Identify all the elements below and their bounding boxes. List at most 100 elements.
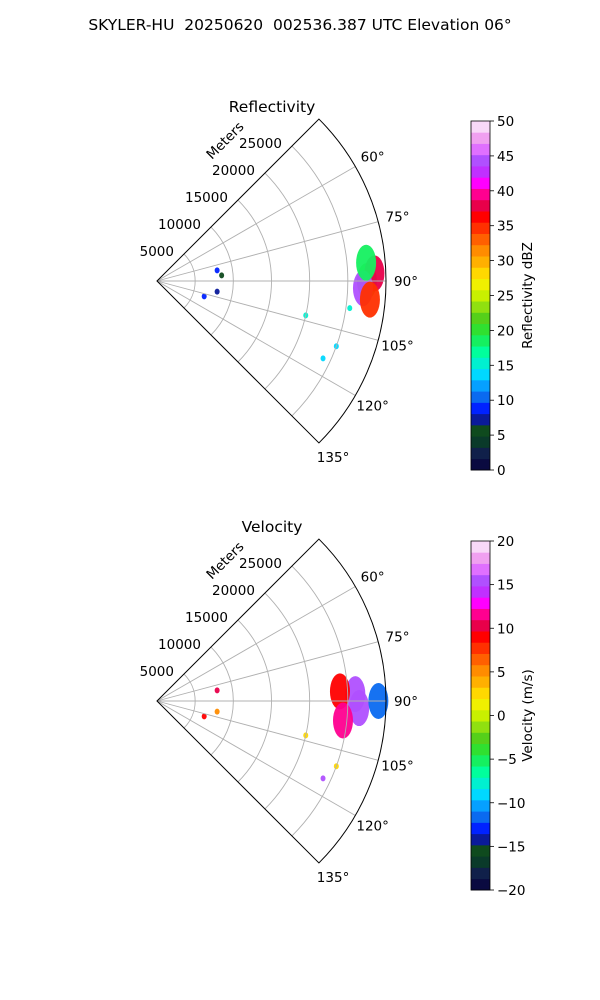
colorbar-segment bbox=[471, 334, 490, 347]
colorbar-segment bbox=[471, 856, 490, 868]
figure-title: SKYLER-HU 20250620 002536.387 UTC Elevat… bbox=[88, 16, 512, 34]
azimuth-tick-label: 135° bbox=[317, 450, 350, 466]
radar-panel-reflectivity: 60° 75° 90° 105° 120° 135° 5000 10000 15000 20000… bbox=[140, 98, 536, 479]
azimuth-gridline bbox=[156, 700, 379, 761]
colorbar-tick-label: 20 bbox=[497, 323, 514, 339]
colorbar-segment bbox=[471, 368, 490, 381]
radial-tick-label: 15000 bbox=[185, 610, 228, 626]
colorbar-segment bbox=[471, 312, 490, 325]
echo-cell bbox=[320, 775, 326, 782]
echo-cell bbox=[214, 267, 220, 274]
radar-panel-velocity: 60° 75° 90° 105° 120° 135° 5000 10000 15000 20000… bbox=[140, 518, 536, 899]
colorbar-segment bbox=[471, 177, 490, 189]
azimuth-tick-label: 105° bbox=[381, 338, 414, 354]
colorbar-segment bbox=[471, 402, 490, 415]
colorbar-segment bbox=[471, 811, 490, 823]
colorbar-segment bbox=[471, 154, 490, 167]
azimuth-tick-label: 60° bbox=[361, 150, 385, 166]
colorbar-tick-label: 0 bbox=[497, 463, 506, 479]
radial-tick-label: 5000 bbox=[140, 244, 174, 260]
colorbar-tick-label: 0 bbox=[497, 709, 506, 725]
azimuth-tick-label: 90° bbox=[394, 274, 418, 290]
azimuth-gridline bbox=[156, 280, 379, 341]
echo-cell bbox=[214, 687, 220, 694]
azimuth-tick-label: 60° bbox=[361, 570, 385, 586]
colorbar-segment bbox=[471, 199, 490, 212]
echo-cell bbox=[320, 355, 326, 362]
echo-cell bbox=[201, 713, 207, 720]
colorbar-segment bbox=[471, 379, 490, 392]
colorbar-segment bbox=[471, 458, 490, 471]
colorbar-segment bbox=[471, 664, 490, 677]
colorbar-segment bbox=[471, 709, 490, 722]
colorbar-segment bbox=[471, 721, 490, 733]
azimuth-gridline bbox=[156, 641, 379, 702]
radial-tick-label: 10000 bbox=[158, 217, 201, 233]
azimuth-gridline bbox=[156, 166, 356, 282]
echo-cell bbox=[356, 244, 377, 281]
colorbar-tick-label: 10 bbox=[497, 393, 514, 409]
azimuth-tick-label: 105° bbox=[381, 758, 414, 774]
colorbar-segment bbox=[471, 878, 490, 891]
colorbar-tick-label: 20 bbox=[497, 534, 514, 550]
colorbar-segment bbox=[471, 619, 490, 632]
colorbar-segment bbox=[471, 788, 490, 801]
radial-tick-label: 15000 bbox=[185, 190, 228, 206]
colorbar-segment bbox=[471, 698, 490, 711]
colorbar-segment bbox=[471, 597, 490, 609]
azimuth-gridline bbox=[156, 280, 356, 396]
echo-cell bbox=[332, 702, 353, 739]
azimuth-gridline bbox=[156, 700, 356, 816]
colorbar-segment bbox=[471, 244, 490, 257]
echo-cell bbox=[329, 673, 350, 710]
colorbar-segment bbox=[471, 822, 490, 835]
echo-cell bbox=[219, 272, 225, 279]
echo-cell bbox=[359, 281, 380, 318]
radial-tick-label: 20000 bbox=[212, 163, 255, 179]
colorbar-tick-label: 10 bbox=[497, 621, 514, 637]
azimuth-tick-label: 75° bbox=[386, 630, 410, 646]
colorbar-segment bbox=[471, 631, 490, 643]
colorbar-tick-label: 35 bbox=[497, 219, 514, 235]
azimuth-tick-label: 90° bbox=[394, 694, 418, 710]
echo-cell bbox=[347, 305, 353, 312]
colorbar-segment bbox=[471, 424, 490, 437]
colorbar-tick-label: 15 bbox=[497, 578, 514, 594]
azimuth-tick-label: 120° bbox=[356, 819, 389, 835]
radial-tick-label: 5000 bbox=[140, 664, 174, 680]
radial-tick-label: 25000 bbox=[239, 556, 282, 572]
echo-cell bbox=[214, 288, 220, 295]
colorbar-segment bbox=[471, 552, 490, 564]
colorbar-segment bbox=[471, 586, 490, 598]
colorbar-segment bbox=[471, 121, 490, 133]
colorbar-segment bbox=[471, 289, 490, 302]
colorbar-segment bbox=[471, 541, 490, 553]
colorbar-segment bbox=[471, 777, 490, 790]
panel-title: Velocity bbox=[242, 518, 303, 536]
azimuth-tick-label: 135° bbox=[317, 870, 350, 886]
colorbar-segment bbox=[471, 867, 490, 880]
colorbar-segment bbox=[471, 357, 490, 370]
colorbar-tick-label: 5 bbox=[497, 428, 506, 444]
sector-border bbox=[156, 118, 387, 444]
colorbar-tick-label: 5 bbox=[497, 665, 506, 681]
colorbar-segment bbox=[471, 676, 490, 688]
colorbar-segment bbox=[471, 799, 490, 812]
colorbar-tick-label: 40 bbox=[497, 184, 514, 200]
echo-cell bbox=[201, 293, 207, 300]
panel-title: Reflectivity bbox=[229, 98, 316, 116]
colorbar-segment bbox=[471, 143, 490, 156]
colorbar-segment bbox=[471, 267, 490, 280]
azimuth-gridline bbox=[156, 586, 356, 702]
colorbar-segment bbox=[471, 278, 490, 291]
colorbar-tick-label: −15 bbox=[497, 839, 526, 855]
echo-cell bbox=[349, 690, 370, 727]
colorbar-segment bbox=[471, 732, 490, 745]
colorbar-tick-label: −10 bbox=[497, 796, 526, 812]
colorbar-segment bbox=[471, 132, 490, 144]
colorbar-segment bbox=[471, 256, 490, 268]
colorbar-segment bbox=[471, 653, 490, 666]
colorbar-segment bbox=[471, 222, 490, 234]
colorbar-segment bbox=[471, 574, 490, 587]
colorbar-segment bbox=[471, 642, 490, 654]
